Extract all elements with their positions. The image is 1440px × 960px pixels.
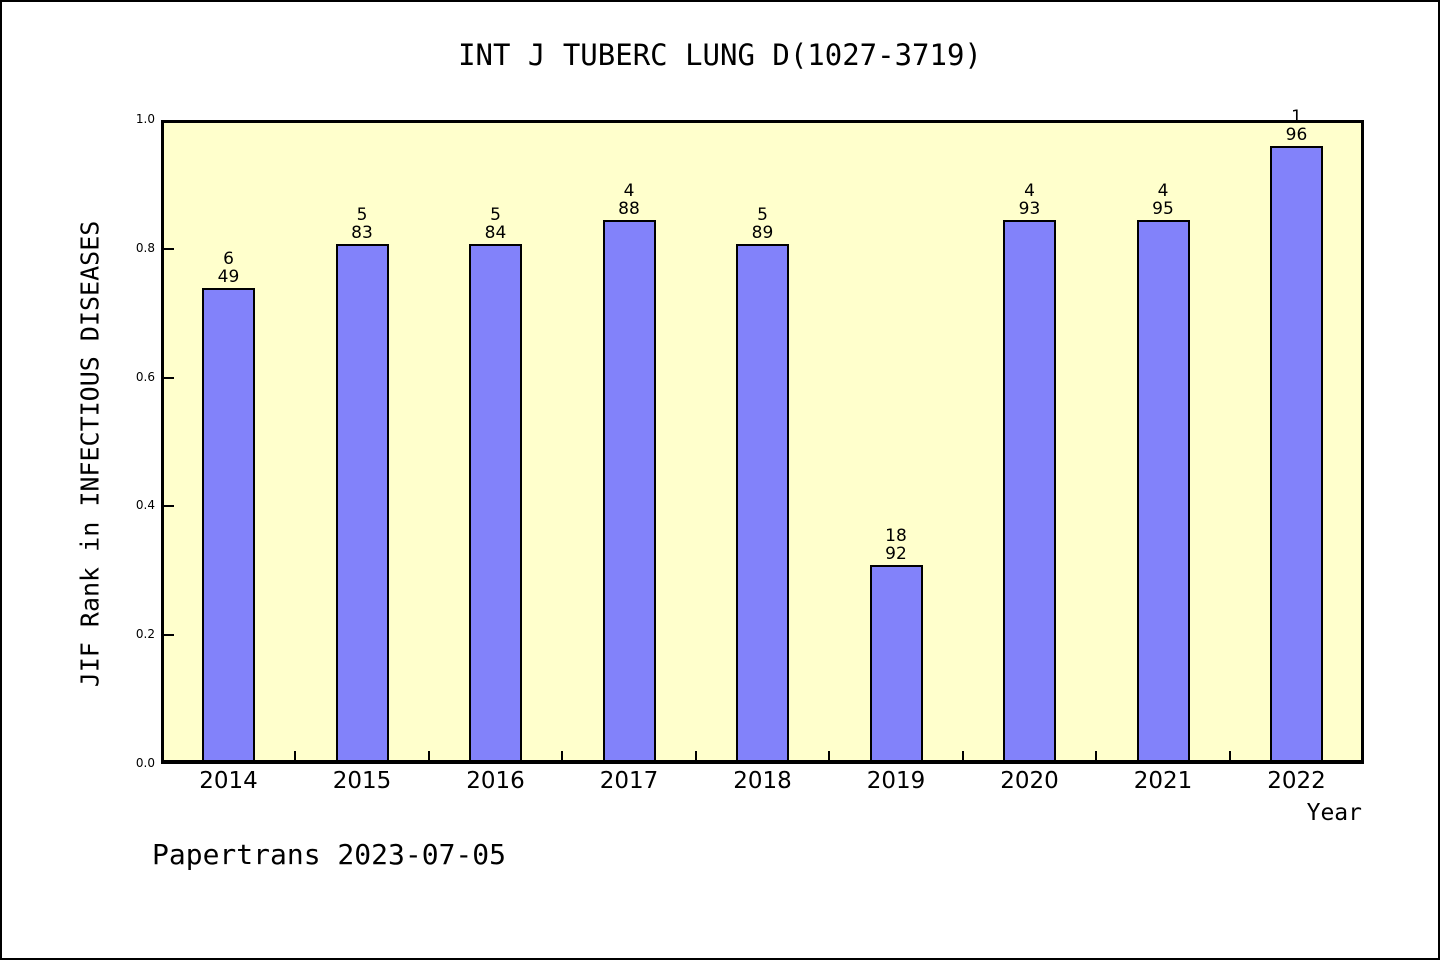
x-tick-label-2020: 2020 — [1000, 768, 1059, 794]
bar-value-label-2020: 4 93 — [990, 182, 1070, 218]
watermark-text: Papertrans 2023-07-05 — [152, 838, 507, 871]
x-tick-label-2015: 2015 — [332, 768, 392, 794]
bar-value-label-2017: 4 88 — [589, 182, 669, 218]
x-minor-tick-mark — [1228, 751, 1231, 764]
x-axis-label: Year — [1306, 800, 1362, 826]
y-tick-label-0.2: 0.2 — [135, 627, 155, 642]
y-tick-mark — [161, 634, 174, 637]
plot-area: 6 49 5 83 5 84 4 88 5 89 18 92 4 93 4 95 1 96 — [161, 108, 1364, 764]
x-minor-tick-mark — [427, 751, 430, 764]
bar-rank-label: 5 — [757, 205, 768, 225]
bar-value-label-2021: 4 95 — [1123, 182, 1203, 218]
x-minor-tick-mark — [294, 751, 297, 764]
bar-total-label: 93 — [1018, 199, 1041, 219]
bar-2018 — [736, 244, 789, 764]
y-tick-mark — [161, 247, 174, 250]
bar-2020 — [1003, 220, 1056, 764]
bar-rank-label: 18 — [885, 526, 907, 546]
y-tick-label-0.4: 0.4 — [135, 498, 155, 513]
bar-2017 — [602, 220, 656, 764]
y-tick-label-0.8: 0.8 — [135, 240, 155, 255]
bar-total-label: 49 — [217, 267, 240, 287]
x-minor-tick-mark — [561, 751, 564, 764]
y-tick-label-1.0: 1.0 — [135, 112, 155, 126]
x-minor-tick-mark — [961, 751, 964, 764]
bar-total-label: 84 — [484, 223, 507, 243]
x-tick-label-2014: 2014 — [199, 768, 258, 794]
y-tick-mark — [161, 505, 174, 508]
x-tick-label-2022: 2022 — [1267, 768, 1326, 794]
y-tick-label-0.0: 0.0 — [135, 756, 155, 770]
bar-value-label-2018: 5 89 — [723, 206, 803, 242]
bar-2016 — [469, 244, 522, 764]
bar-2022 — [1270, 146, 1323, 764]
x-tick-label-2016: 2016 — [466, 768, 525, 794]
bar-2015 — [335, 244, 389, 764]
bar-2014 — [202, 288, 255, 764]
bar-value-label-2015: 5 83 — [322, 206, 402, 242]
bar-2021 — [1136, 220, 1190, 764]
x-tick-label-2017: 2017 — [599, 768, 659, 794]
bar-total-label: 88 — [618, 199, 640, 219]
chart-title: INT J TUBERC LUNG D(1027-3719) — [458, 38, 982, 72]
bar-rank-label: 4 — [623, 181, 635, 201]
bar-rank-label: 6 — [223, 249, 234, 269]
x-tick-label-2019: 2019 — [866, 768, 926, 794]
bar-total-label: 83 — [351, 223, 373, 243]
bar-rank-label: 5 — [356, 205, 368, 225]
bar-rank-label: 1 — [1291, 107, 1302, 127]
x-minor-tick-mark — [1095, 751, 1098, 764]
x-minor-tick-mark — [694, 751, 697, 764]
bar-total-label: 96 — [1285, 125, 1308, 145]
bar-total-label: 95 — [1152, 199, 1174, 219]
bar-2019 — [869, 565, 923, 764]
bar-rank-label: 4 — [1024, 181, 1035, 201]
y-axis-label: JIF Rank in INFECTIOUS DISEASES — [75, 220, 105, 688]
bar-total-label: 89 — [751, 223, 774, 243]
bar-value-label-2019: 18 92 — [856, 527, 936, 563]
y-tick-label-0.6: 0.6 — [135, 369, 155, 384]
y-tick-mark — [161, 376, 174, 379]
bar-value-label-2014: 6 49 — [189, 250, 269, 286]
x-tick-label-2021: 2021 — [1133, 768, 1193, 794]
bar-value-label-2016: 5 84 — [456, 206, 536, 242]
bar-value-label-2022: 1 96 — [1257, 108, 1337, 144]
x-minor-tick-mark — [828, 751, 831, 764]
bar-rank-label: 4 — [1157, 181, 1169, 201]
bar-total-label: 92 — [885, 544, 907, 564]
bar-rank-label: 5 — [490, 205, 501, 225]
x-tick-label-2018: 2018 — [733, 768, 792, 794]
